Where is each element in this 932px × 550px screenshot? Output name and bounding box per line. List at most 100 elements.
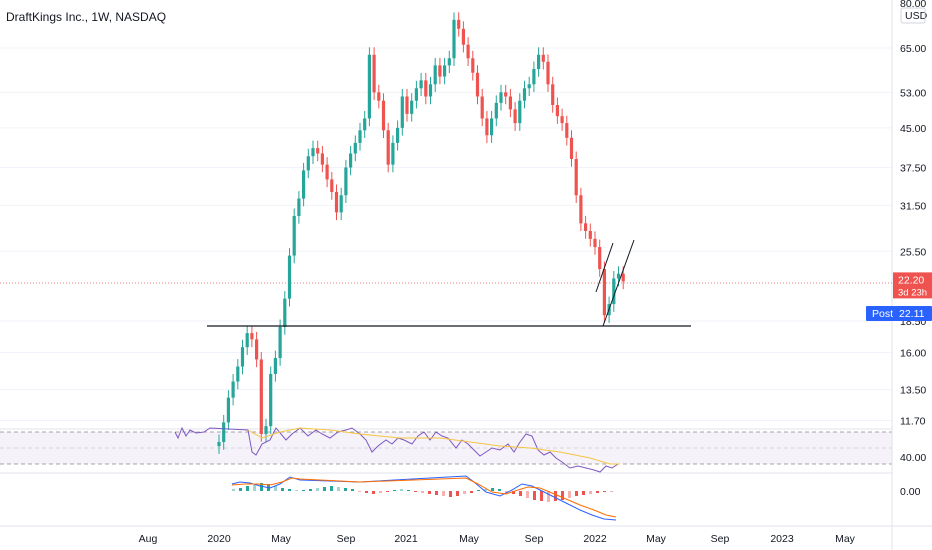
candle-body <box>471 58 475 73</box>
candle-body <box>226 397 230 423</box>
candle-body <box>269 373 273 427</box>
macd-bar <box>484 489 487 491</box>
price-grid <box>0 47 892 422</box>
rsi-axis-label: 40.00 <box>900 452 926 464</box>
macd-bar <box>442 491 445 496</box>
candle-body <box>428 84 433 97</box>
candle-body <box>457 19 461 29</box>
price-tick-label: 65.00 <box>900 43 926 55</box>
price-tick-label: 25.50 <box>900 246 926 258</box>
time-tick-label: May <box>459 533 480 545</box>
candle-body <box>259 359 263 434</box>
candle-body <box>593 238 597 248</box>
trendline-upper[interactable] <box>595 242 614 293</box>
candle-body <box>386 130 390 165</box>
time-tick-label: May <box>271 533 292 545</box>
candle-body <box>443 65 447 77</box>
candle-body <box>419 80 423 89</box>
candle-body <box>325 164 329 180</box>
signal-line <box>231 477 617 518</box>
time-tick-label: 2023 <box>770 533 794 545</box>
candle-body <box>349 153 353 168</box>
candle-body <box>240 347 245 367</box>
candle-body <box>574 158 578 196</box>
macd-bar <box>526 491 529 498</box>
macd-bar <box>274 486 277 491</box>
rsi-line <box>174 426 619 473</box>
candle-body <box>537 54 541 70</box>
candle-body <box>278 326 282 359</box>
macd-bar <box>386 491 389 492</box>
candle-body <box>598 247 602 270</box>
candle-body <box>504 92 508 97</box>
macd-bar <box>288 489 291 491</box>
currency-label[interactable]: USD <box>905 10 928 22</box>
candle-body <box>222 422 226 442</box>
candle-body <box>480 96 484 119</box>
candle-body <box>475 72 480 97</box>
candle-body <box>344 167 348 196</box>
macd-line <box>231 475 617 521</box>
macd-bar <box>351 489 354 491</box>
candle-body <box>551 84 555 105</box>
macd-bar <box>477 490 480 491</box>
macd-bar <box>309 489 312 491</box>
macd-bar <box>498 489 501 491</box>
macd-bar <box>253 485 256 491</box>
macd-bar <box>533 491 536 500</box>
macd-bar <box>344 488 347 491</box>
macd-bar <box>589 491 592 494</box>
macd-axis-label: 0.00 <box>900 486 921 498</box>
candle-body <box>353 142 357 154</box>
macd-bar <box>519 491 522 496</box>
macd-bar <box>470 491 473 493</box>
candle-body <box>532 69 536 85</box>
macd-bar <box>372 491 375 494</box>
macd-bar <box>463 491 466 494</box>
candle-body <box>438 65 442 77</box>
time-tick-label: 2021 <box>394 533 418 545</box>
macd-bar <box>323 487 326 491</box>
macd-bar <box>610 491 613 492</box>
candle-body <box>316 148 320 154</box>
post-market-badge <box>866 306 932 321</box>
trendline-lower[interactable] <box>602 239 635 327</box>
candle-body <box>377 92 381 101</box>
candle-body <box>527 84 531 89</box>
macd-bar <box>540 491 543 501</box>
candle-body <box>287 255 292 299</box>
price-tick-label: 16.00 <box>900 348 926 360</box>
candle-body <box>621 273 625 282</box>
time-tick-label: May <box>646 533 667 545</box>
candle-body <box>490 118 494 136</box>
candle-body <box>339 195 343 213</box>
candle-body <box>311 148 315 157</box>
chart-title: DraftKings Inc., 1W, NASDAQ <box>6 10 167 24</box>
candle-body <box>363 118 367 131</box>
candle-body <box>255 339 259 360</box>
candle-body <box>546 61 550 85</box>
candle-body <box>372 54 376 93</box>
candle-body <box>433 65 437 85</box>
candle-body <box>396 127 400 143</box>
macd-bar <box>596 491 599 493</box>
post-value: 22.11 <box>899 308 925 320</box>
macd-bar <box>239 488 242 491</box>
macd-bar <box>512 491 515 494</box>
candle-body <box>283 298 287 327</box>
candle-body <box>381 100 386 131</box>
candle-body <box>447 58 451 66</box>
macd-bar <box>561 491 564 500</box>
candle-body <box>602 269 606 316</box>
candle-body <box>330 179 334 193</box>
macd-bar <box>428 491 431 494</box>
macd-bar <box>407 490 410 491</box>
last-price-badge <box>893 272 932 299</box>
candle-body <box>334 192 339 213</box>
macd-bar <box>603 491 606 492</box>
candle-body <box>612 278 616 305</box>
macd-bar <box>505 491 508 493</box>
candle-body <box>518 100 522 124</box>
post-label: Post <box>872 308 893 320</box>
